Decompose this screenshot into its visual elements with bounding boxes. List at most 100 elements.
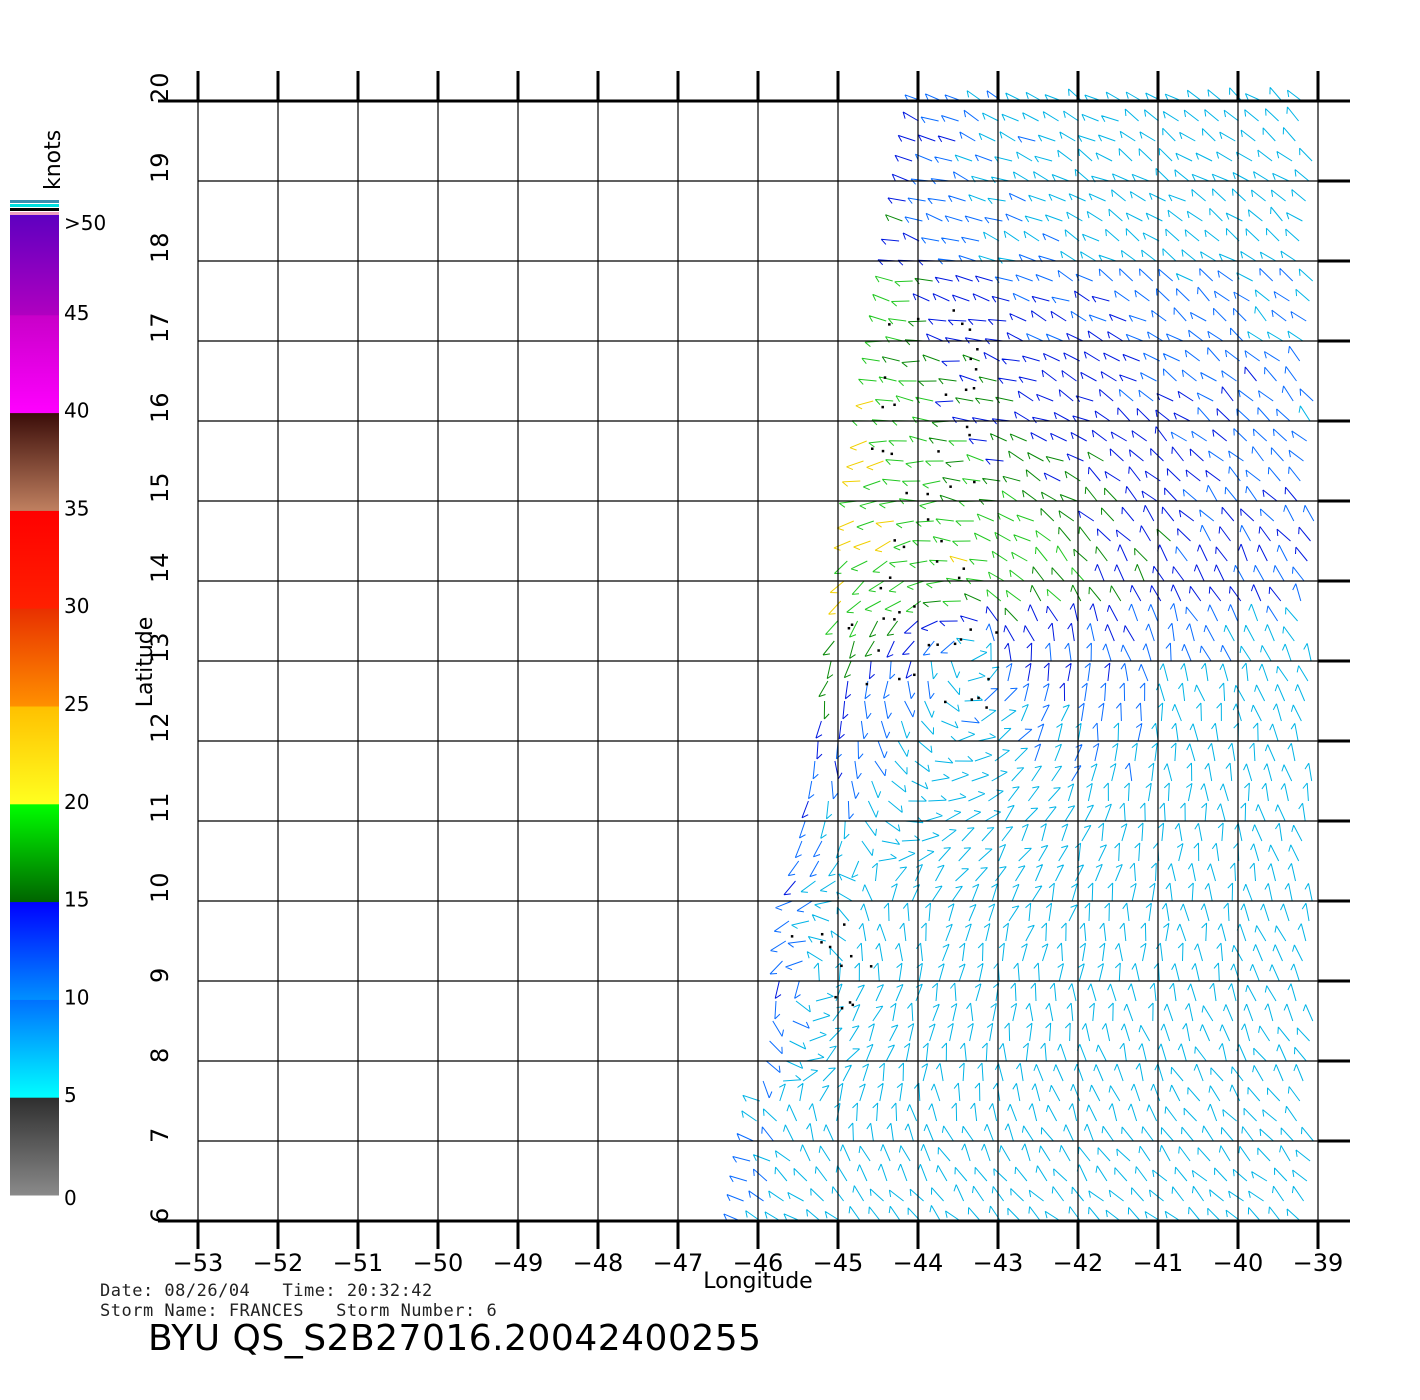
- lat-tick-label: 16: [146, 392, 174, 423]
- rain-flag-dot: [865, 682, 869, 686]
- rain-flag-dot: [879, 586, 883, 590]
- rain-flag-dot: [913, 673, 916, 677]
- lon-tick-label: −44: [893, 1249, 944, 1277]
- rain-flag-dot: [973, 480, 976, 484]
- legend-label: 15: [64, 888, 89, 912]
- rain-flag-dot: [957, 576, 961, 580]
- wind-vector-swath: [723, 86, 1315, 1222]
- rain-flag-dot: [987, 677, 990, 681]
- legend-label: 10: [64, 985, 89, 1009]
- rain-flag-dot: [974, 368, 978, 371]
- lon-tick-label: −49: [493, 1249, 544, 1277]
- rain-flag-dot: [893, 618, 896, 621]
- legend-title: knots: [41, 130, 66, 190]
- legend-label: 30: [64, 594, 89, 618]
- lat-tick-label: 11: [146, 792, 174, 823]
- rain-flag-dot: [962, 567, 966, 570]
- rain-flag-dot: [965, 425, 969, 429]
- lon-tick-label: −48: [573, 1249, 624, 1277]
- legend-bin-0: [10, 1097, 59, 1196]
- legend-top-stripe: [10, 200, 59, 203]
- rain-flag-dot: [972, 386, 976, 390]
- rain-flag-dot: [926, 518, 930, 521]
- rain-flag-dot: [883, 376, 887, 379]
- wind-barbs: [774, 111, 1311, 999]
- rain-flag-dot: [968, 328, 972, 331]
- lat-tick-label: 19: [146, 152, 174, 183]
- wind-barbs: [825, 275, 1085, 638]
- rain-flag-dot: [881, 405, 884, 409]
- rain-flag-dot: [976, 348, 979, 351]
- rain-flag-dot: [882, 617, 885, 620]
- legend-bin-40: [10, 314, 59, 414]
- rain-flag-dot: [820, 932, 824, 936]
- lon-tick-label: −39: [1293, 1249, 1344, 1277]
- lon-tick-label: −50: [413, 1249, 464, 1277]
- rain-flag-dot: [944, 700, 947, 704]
- legend-bin-25: [10, 608, 59, 707]
- rain-flag-dot: [834, 995, 837, 999]
- rain-flag-dot: [877, 649, 880, 652]
- rain-flag-dot: [913, 605, 916, 608]
- y-axis-title: Latitude: [133, 617, 158, 708]
- lon-tick-label: −41: [1133, 1249, 1184, 1277]
- rain-flag-dot: [959, 638, 963, 641]
- rain-flag-dot: [970, 698, 974, 701]
- rain-flag-dot: [871, 447, 874, 450]
- rain-flag-dot: [977, 696, 980, 700]
- speed-color-legend: 0 5 10 15 20 25 30 35 40 45 >50: [10, 200, 106, 1210]
- rain-flag-dot: [828, 945, 832, 949]
- rain-flag-dot: [927, 643, 931, 647]
- rain-flag-dot: [890, 452, 894, 456]
- x-axis-title: Longitude: [703, 1269, 812, 1294]
- rain-flag-dot: [888, 576, 892, 579]
- rain-flag-dot: [969, 357, 973, 361]
- lon-tick-label: −53: [173, 1249, 224, 1277]
- lat-tick-label: 8: [146, 1048, 174, 1063]
- lat-tick-label: 12: [146, 712, 174, 743]
- rain-flag-dot: [940, 539, 943, 543]
- product-title: BYU QS_S2B27016.20042400255: [148, 1318, 762, 1359]
- lat-tick-label: 18: [146, 232, 174, 263]
- lon-tick-label: −42: [1053, 1249, 1104, 1277]
- rain-flag-dot: [961, 322, 964, 326]
- lat-tick-label: 13: [146, 632, 174, 663]
- rain-flag-dot: [888, 323, 891, 326]
- wind-barbs: [741, 86, 1314, 1222]
- lon-tick-label: −52: [253, 1249, 304, 1277]
- legend-label: >50: [64, 211, 106, 235]
- legend-label: 40: [64, 399, 89, 423]
- rain-flag-dot: [898, 611, 901, 614]
- lat-tick-label: 20: [146, 72, 174, 103]
- date-time-line: Date: 08/26/04 Time: 20:32:42: [100, 1281, 433, 1301]
- rain-flag-dot: [902, 545, 906, 549]
- rain-flag-dot: [881, 449, 885, 453]
- legend-bin-30: [10, 510, 59, 609]
- lat-tick-label: 14: [146, 552, 174, 583]
- legend-bin-45: [10, 217, 59, 316]
- legend-bin-35: [10, 412, 59, 511]
- rain-flag-dot: [905, 491, 908, 495]
- rain-flag-dot: [937, 450, 940, 453]
- legend-bin-5: [10, 999, 59, 1098]
- lon-tick-label: −45: [813, 1249, 864, 1277]
- lon-tick-label: −46: [733, 1249, 784, 1277]
- wind-barbs: [818, 214, 1171, 720]
- wind-barbs: [828, 400, 968, 615]
- lon-tick-label: −47: [653, 1249, 704, 1277]
- rain-flag-dot: [847, 626, 851, 630]
- legend-label: 25: [64, 692, 89, 716]
- rain-flag-dot: [893, 539, 896, 542]
- rain-flag-dot: [790, 935, 794, 938]
- rain-flag-dot: [840, 964, 843, 968]
- legend-bin-20: [10, 706, 59, 805]
- rain-flag-dot: [964, 388, 968, 392]
- rain-flag-dot: [949, 485, 952, 488]
- wind-barbs: [723, 90, 1315, 1222]
- rain-flag-dot: [952, 309, 955, 312]
- legend-label: 20: [64, 790, 89, 814]
- lat-tick-label: 6: [146, 1208, 174, 1223]
- lon-tick-label: −43: [973, 1249, 1024, 1277]
- rain-flag-dot: [936, 643, 939, 646]
- lat-tick-label: 15: [146, 472, 174, 503]
